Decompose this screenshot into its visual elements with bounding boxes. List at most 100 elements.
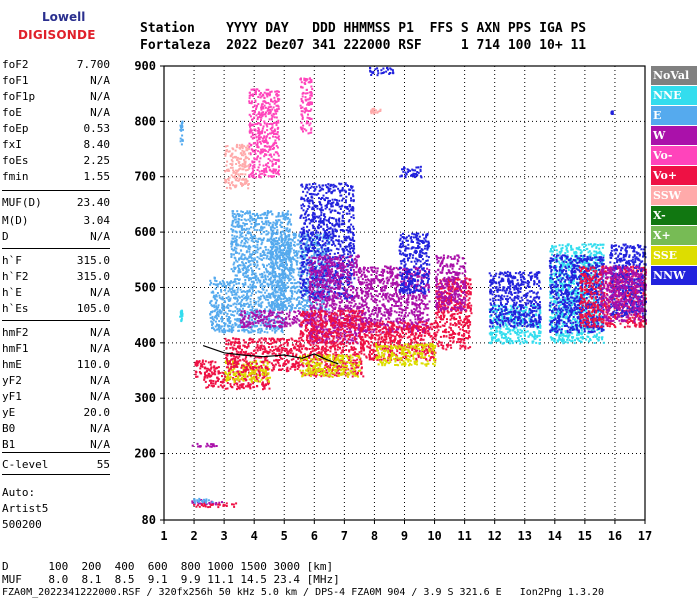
data-point (205, 498, 208, 501)
data-point (259, 367, 262, 370)
data-point (342, 255, 345, 258)
data-point (198, 497, 201, 500)
data-point (314, 313, 317, 316)
data-point (349, 289, 352, 292)
data-point (269, 278, 272, 281)
data-point (348, 301, 351, 304)
data-point (318, 316, 321, 319)
data-point (339, 229, 342, 231)
data-point (238, 267, 240, 270)
data-point (274, 286, 276, 289)
data-point (260, 254, 263, 257)
data-point (199, 367, 202, 370)
data-point (346, 263, 348, 265)
data-point (304, 222, 306, 225)
data-point (196, 499, 199, 502)
data-point (335, 247, 338, 250)
data-point (345, 299, 348, 302)
data-point (229, 299, 232, 302)
data-point (243, 378, 245, 380)
data-point (236, 297, 239, 300)
data-point (266, 361, 269, 364)
data-point (284, 304, 287, 307)
data-point (270, 240, 273, 243)
data-point (251, 315, 254, 318)
data-point (272, 229, 275, 232)
data-point (357, 325, 360, 328)
data-point (285, 241, 288, 244)
data-point (230, 365, 233, 368)
data-point (327, 255, 330, 258)
data-point (249, 220, 252, 223)
data-point (253, 303, 256, 306)
param-value: N/A (90, 438, 110, 451)
data-point (314, 231, 317, 234)
data-point (308, 300, 311, 303)
data-point (339, 245, 342, 248)
data-point (260, 361, 263, 364)
data-point (274, 363, 277, 366)
data-point (235, 244, 238, 247)
data-point (236, 260, 239, 263)
data-point (315, 296, 318, 299)
data-point (350, 296, 353, 299)
data-point (263, 295, 266, 298)
data-point (225, 343, 228, 346)
data-point (276, 326, 279, 329)
data-point (299, 240, 302, 243)
data-point (234, 225, 237, 228)
data-point (328, 258, 331, 261)
data-point (283, 296, 286, 299)
data-point (337, 187, 340, 190)
data-point (302, 216, 305, 219)
data-point (272, 291, 275, 294)
data-point (232, 354, 235, 357)
data-point (290, 275, 293, 278)
data-point (326, 258, 329, 261)
data-point (286, 350, 289, 353)
data-point (278, 306, 280, 309)
data-point (314, 239, 317, 242)
data-point (179, 315, 182, 318)
param-row: h`Es 105.0 (2, 302, 110, 318)
data-point (300, 275, 303, 278)
data-point (260, 341, 263, 344)
data-point (318, 264, 321, 267)
data-point (213, 297, 216, 300)
data-point (262, 352, 265, 355)
data-point (349, 328, 352, 331)
data-point (340, 240, 343, 243)
data-point (256, 368, 258, 371)
data-point (292, 285, 295, 288)
data-point (244, 366, 247, 369)
data-point (235, 293, 238, 296)
data-point (264, 298, 267, 301)
data-point (335, 220, 338, 223)
data-point (290, 247, 293, 250)
data-point (289, 258, 292, 261)
data-point (214, 373, 217, 376)
data-point (231, 314, 234, 316)
data-point (180, 320, 183, 323)
data-point (333, 209, 336, 212)
data-point (274, 305, 277, 308)
data-point (254, 252, 257, 255)
data-point (325, 305, 328, 308)
data-point (290, 264, 293, 267)
data-point (233, 505, 236, 508)
data-point (309, 286, 312, 289)
data-point (213, 369, 216, 372)
data-point (254, 364, 257, 367)
data-point (209, 503, 212, 506)
data-point (278, 325, 281, 327)
data-point (271, 369, 274, 372)
data-point (277, 362, 280, 365)
data-point (211, 310, 214, 313)
data-point (235, 231, 238, 234)
data-point (264, 246, 267, 249)
data-point (309, 307, 312, 310)
data-point (282, 319, 285, 322)
data-point (295, 250, 298, 253)
data-point (244, 296, 247, 299)
data-point (311, 241, 314, 244)
